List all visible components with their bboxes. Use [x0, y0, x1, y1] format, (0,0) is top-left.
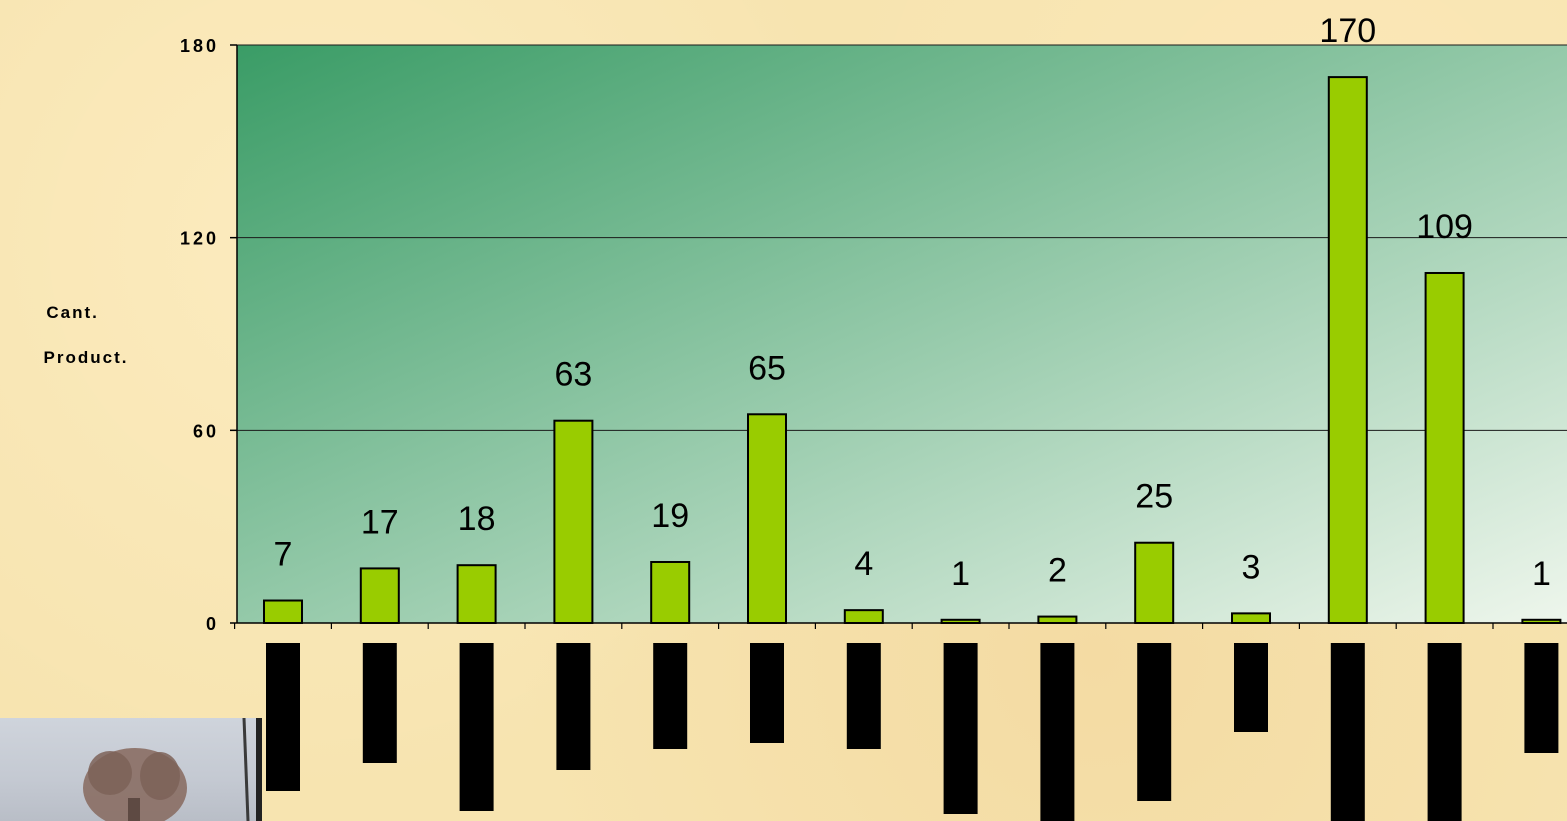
data-label: 19: [651, 497, 689, 535]
data-label: 1: [951, 555, 970, 593]
category-labels: [266, 643, 1559, 821]
bar: [1037, 615, 1078, 624]
data-label: 65: [748, 349, 786, 387]
data-label: 7: [274, 536, 293, 574]
category-label-redacted: [1234, 643, 1268, 732]
bar: [456, 564, 497, 625]
category-label-redacted: [1524, 643, 1559, 753]
category-label-redacted: [459, 643, 494, 811]
bar: [1134, 541, 1175, 625]
data-label: 1: [1532, 555, 1551, 593]
data-label: 25: [1135, 478, 1173, 516]
category-label-redacted: [556, 643, 591, 770]
data-label: 18: [458, 500, 496, 538]
y-axis-label-line-1: Cant.: [46, 303, 99, 322]
bar: [553, 419, 594, 625]
y-tick-label: 60: [193, 421, 219, 441]
category-label-redacted: [362, 643, 397, 763]
tree-photo-icon: [83, 718, 262, 821]
bar: [843, 609, 884, 625]
bar: [1424, 271, 1465, 624]
bar: [1231, 612, 1271, 624]
data-label: 170: [1319, 12, 1376, 50]
data-label: 2: [1048, 552, 1067, 590]
category-label-redacted: [266, 643, 300, 791]
bar: [650, 560, 691, 625]
y-axis-label: Cant. Product.: [44, 303, 129, 367]
data-label: 63: [554, 356, 592, 394]
bar: [359, 567, 400, 625]
corner-photo: [0, 718, 262, 821]
data-label: 109: [1416, 208, 1473, 246]
y-tick-label: 120: [180, 229, 219, 249]
bars: [263, 76, 1562, 625]
bar: [263, 599, 303, 624]
category-label-redacted: [943, 643, 978, 814]
category-label-redacted: [846, 643, 881, 749]
y-axis-label-line-2: Product.: [44, 348, 129, 367]
category-label-redacted: [750, 643, 784, 743]
bar: [747, 413, 787, 624]
y-tick-label: 0: [206, 614, 219, 634]
bar: [940, 618, 981, 624]
data-label: 4: [854, 545, 873, 583]
y-tick-label: 180: [180, 36, 219, 56]
category-label-redacted: [1137, 643, 1172, 801]
bar: [1521, 618, 1562, 624]
bar: [1327, 76, 1368, 625]
data-label: 3: [1242, 548, 1261, 586]
category-label-redacted: [653, 643, 688, 749]
category-label-redacted: [1427, 643, 1462, 821]
category-label-redacted: [1330, 643, 1365, 821]
data-labels: 7 17 18 63 19 65 4 1 2 25 3 170 109 1: [274, 12, 1551, 593]
category-label-redacted: [1040, 643, 1075, 821]
data-label: 17: [361, 503, 399, 541]
